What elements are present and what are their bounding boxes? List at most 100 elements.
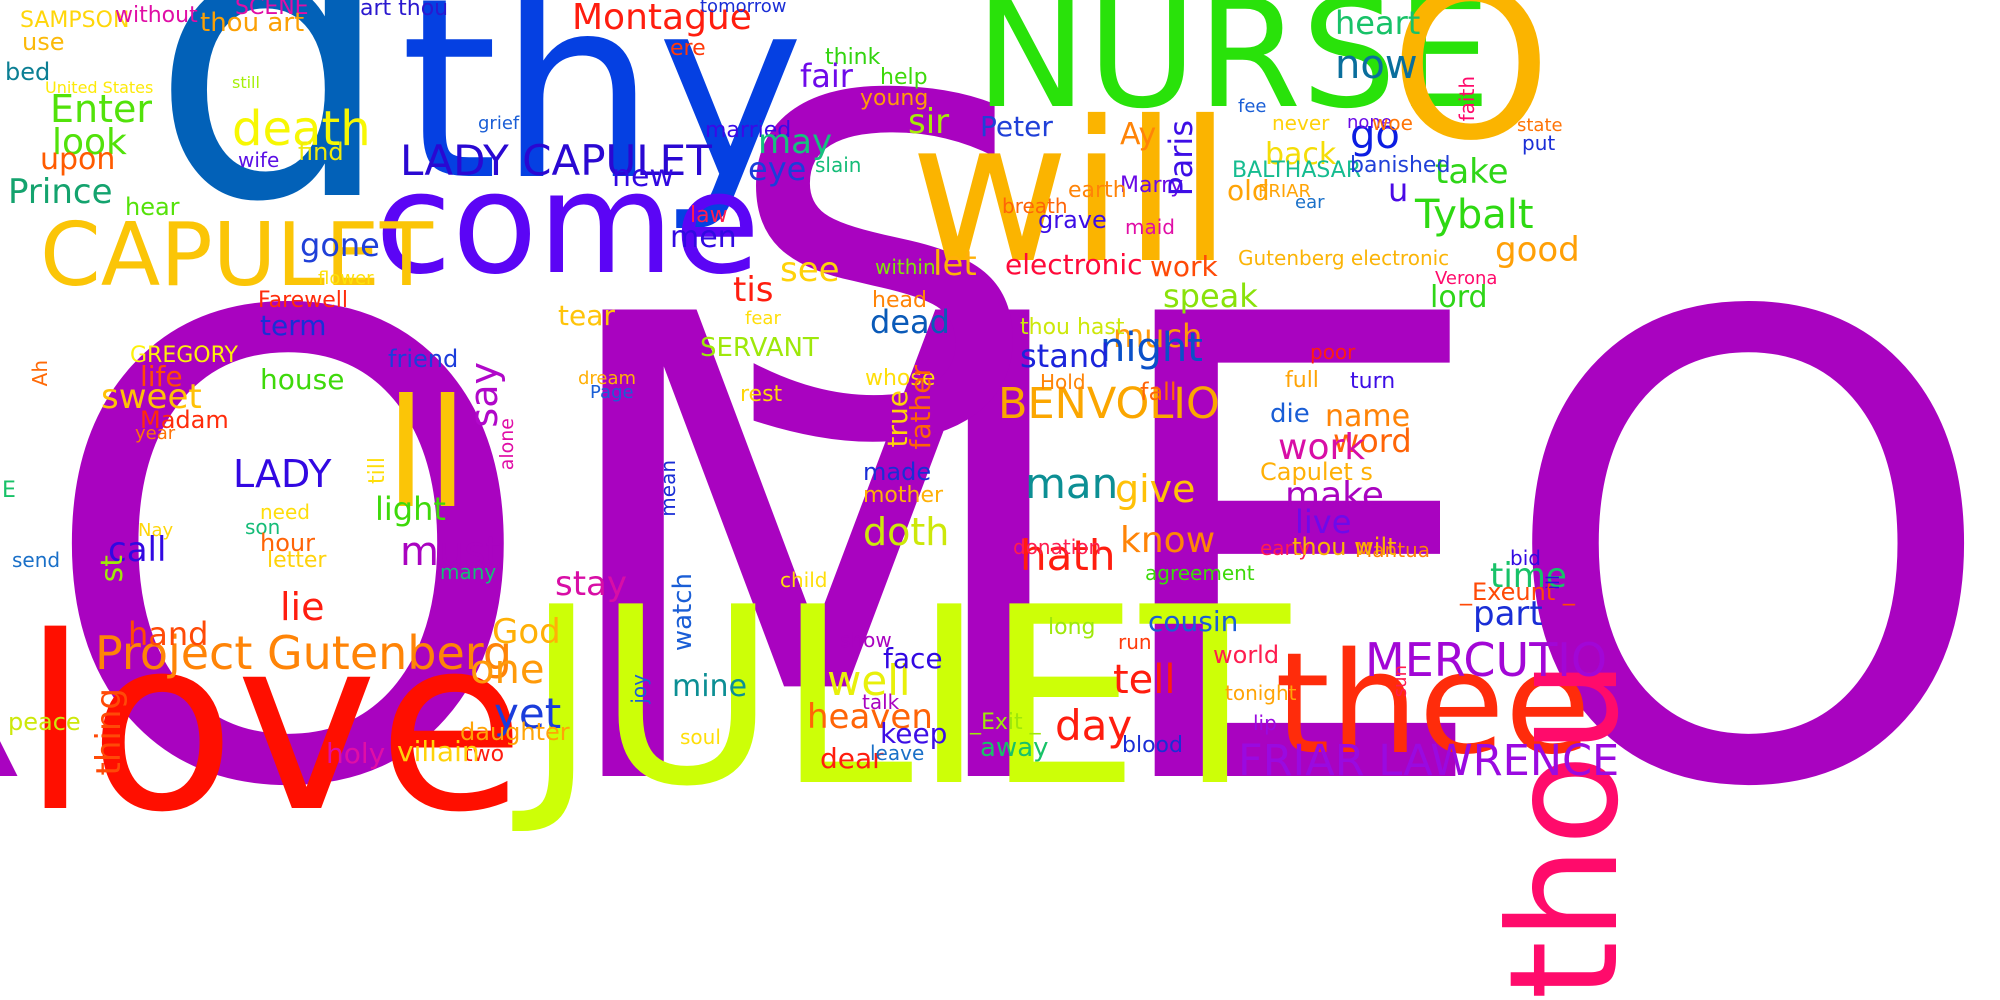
cloud-word: old <box>1227 174 1270 207</box>
cloud-word: hath <box>1020 531 1116 580</box>
cloud-word: Capulet s <box>1260 458 1373 486</box>
cloud-word: leave <box>870 741 925 765</box>
cloud-word: send <box>12 548 61 572</box>
cloud-word: father <box>904 365 937 450</box>
cloud-word: death <box>232 101 371 157</box>
cloud-word: United States <box>45 78 154 97</box>
cloud-word: Ah <box>28 360 52 387</box>
cloud-word: BALTHASAR <box>1232 158 1362 183</box>
cloud-word: woe <box>1372 111 1413 135</box>
cloud-word: two <box>464 742 505 767</box>
cloud-word: hand <box>128 615 209 653</box>
cloud-word: early <box>1260 536 1311 560</box>
cloud-word: friend <box>388 345 459 373</box>
cloud-word: Mantua <box>1355 538 1430 562</box>
cloud-word: head <box>872 288 927 313</box>
cloud-word: still <box>232 73 260 92</box>
cloud-word: O <box>1390 0 1552 186</box>
cloud-word: Marry <box>1120 173 1184 198</box>
cloud-word: man <box>1025 459 1119 508</box>
cloud-word: ll <box>385 368 469 542</box>
cloud-word: term <box>260 309 327 342</box>
cloud-word: name <box>1325 399 1411 434</box>
cloud-word: need <box>260 500 310 524</box>
cloud-word: sir <box>908 102 950 142</box>
cloud-word: much <box>1113 317 1203 355</box>
cloud-word: heart <box>1335 4 1421 42</box>
cloud-word: child <box>780 568 828 592</box>
cloud-word: ill <box>1543 575 1564 591</box>
cloud-word: Tybalt <box>1415 192 1534 238</box>
cloud-word: light <box>375 490 446 528</box>
cloud-word: Peter <box>980 110 1053 143</box>
cloud-word: u <box>1388 171 1409 209</box>
cloud-word: go <box>1350 112 1400 158</box>
cloud-word: faith <box>1455 76 1479 122</box>
cloud-word: tonight <box>1225 681 1297 705</box>
cloud-word: put <box>1522 131 1556 155</box>
cloud-word: word <box>1333 422 1412 460</box>
cloud-word: one <box>470 647 545 693</box>
cloud-word: hear <box>125 193 180 221</box>
cloud-word: Nay <box>138 520 174 541</box>
cloud-word: flower <box>318 268 374 289</box>
cloud-word: talk <box>862 690 900 714</box>
cloud-word: ROMEO <box>0 182 2000 927</box>
cloud-word: LADY <box>233 452 332 496</box>
cloud-word: art thou <box>360 0 449 21</box>
cloud-word: mean <box>656 460 680 517</box>
cloud-word: ere <box>670 36 706 61</box>
cloud-word: whose <box>865 366 936 391</box>
cloud-word: SERVANT <box>700 333 819 363</box>
cloud-word: thee <box>1275 623 1591 786</box>
cloud-word: letter <box>267 548 327 573</box>
cloud-word: dear <box>820 742 884 775</box>
cloud-word: watch <box>668 573 698 652</box>
cloud-word: villain <box>397 735 480 768</box>
cloud-word: tell <box>1113 657 1176 703</box>
cloud-word: stand <box>1020 337 1110 375</box>
cloud-word: give <box>1115 467 1196 511</box>
cloud-word: come <box>375 143 761 306</box>
cloud-word: help <box>880 65 928 90</box>
cloud-word: find <box>298 138 344 166</box>
cloud-word: let <box>933 244 977 284</box>
cloud-word: take <box>1435 152 1509 192</box>
cloud-word: speak <box>1163 277 1258 315</box>
cloud-word: fear <box>745 308 781 329</box>
cloud-word: grief <box>478 113 520 134</box>
cloud-word: NURSE <box>975 0 1492 142</box>
cloud-word: may <box>758 122 833 162</box>
cloud-word: away <box>980 733 1049 763</box>
cloud-word: breath <box>1002 194 1068 218</box>
cloud-word: GREGORY <box>130 343 238 368</box>
cloud-word: back <box>1265 137 1337 172</box>
cloud-word: upon <box>40 142 116 177</box>
cloud-word: _Exeunt _ <box>1460 578 1575 606</box>
cloud-word: Hold <box>1040 370 1086 394</box>
cloud-word: married <box>705 118 792 143</box>
cloud-word: bid <box>1510 546 1541 570</box>
cloud-word: banished <box>1350 153 1451 178</box>
cloud-word: fee <box>1238 96 1267 117</box>
cloud-word: FRIAR LAWRENCE <box>1238 736 1620 786</box>
cloud-word: look <box>52 122 127 163</box>
cloud-word: mother <box>863 483 944 508</box>
cloud-word: work <box>1150 250 1218 283</box>
cloud-word: dead <box>870 303 950 341</box>
cloud-word: ear <box>1295 192 1325 213</box>
cloud-word: SAMPSON <box>20 8 130 33</box>
cloud-word: _Exit _ <box>970 710 1041 735</box>
cloud-word: fall <box>1140 378 1177 406</box>
cloud-word: earth <box>1068 178 1127 203</box>
cloud-word: face <box>883 642 943 675</box>
cloud-word: son <box>245 515 281 539</box>
cloud-word: thy <box>400 0 805 235</box>
cloud-word: FRIAR <box>1258 181 1311 202</box>
cloud-word: see <box>780 250 840 290</box>
cloud-word: show <box>840 628 892 652</box>
cloud-word: new <box>612 159 675 194</box>
cloud-word: use <box>22 28 65 56</box>
cloud-word: keep <box>880 717 948 750</box>
cloud-word: Enter <box>50 87 152 131</box>
